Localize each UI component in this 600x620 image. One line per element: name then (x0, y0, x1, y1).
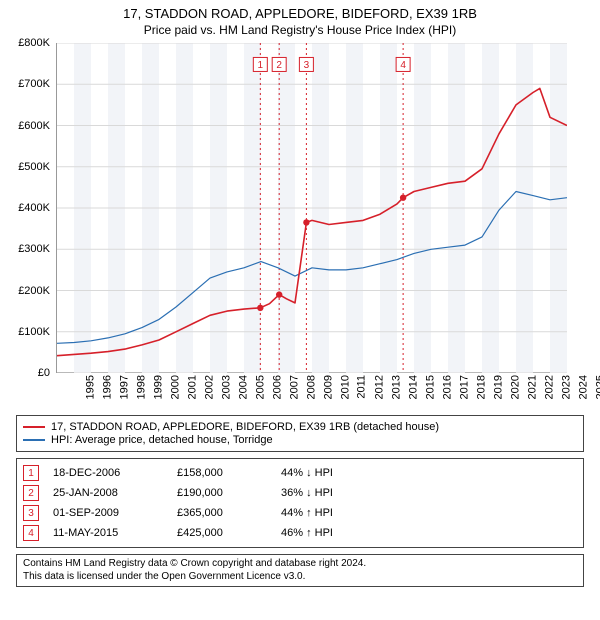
svg-text:1: 1 (258, 60, 264, 71)
legend-item: 17, STADDON ROAD, APPLEDORE, BIDEFORD, E… (23, 421, 577, 433)
svg-text:2: 2 (276, 60, 282, 71)
transaction-marker: 2 (23, 485, 39, 501)
transaction-price: £158,000 (177, 467, 267, 479)
x-tick-label: 1997 (118, 375, 130, 399)
chart-plot: 1 2 3 4 (56, 43, 566, 373)
chart-area: £0£100K£200K£300K£400K£500K£600K£700K£80… (8, 43, 568, 413)
x-tick-label: 1999 (152, 375, 164, 399)
transaction-row: 1 18-DEC-2006 £158,000 44% ↓ HPI (23, 463, 577, 483)
x-tick-label: 2024 (577, 375, 589, 399)
x-tick-label: 2020 (509, 375, 521, 399)
x-tick-label: 2018 (475, 375, 487, 399)
transaction-row: 3 01-SEP-2009 £365,000 44% ↑ HPI (23, 503, 577, 523)
transaction-table: 1 18-DEC-2006 £158,000 44% ↓ HPI 2 25-JAN-200… (16, 458, 584, 548)
x-tick-label: 1998 (135, 375, 147, 399)
x-tick-label: 2000 (169, 375, 181, 399)
x-tick-label: 2019 (492, 375, 504, 399)
x-tick-label: 2004 (237, 375, 249, 399)
transaction-price: £365,000 (177, 507, 267, 519)
transaction-row: 4 11-MAY-2015 £425,000 46% ↑ HPI (23, 523, 577, 543)
chart-header: 17, STADDON ROAD, APPLEDORE, BIDEFORD, E… (8, 6, 592, 37)
legend-label: HPI: Average price, detached house, Torr… (51, 434, 273, 446)
attribution: Contains HM Land Registry data © Crown c… (16, 554, 584, 587)
x-tick-label: 2006 (271, 375, 283, 399)
attribution-line: Contains HM Land Registry data © Crown c… (23, 558, 577, 571)
y-tick-label: £200K (18, 285, 50, 297)
chart-title: 17, STADDON ROAD, APPLEDORE, BIDEFORD, E… (8, 6, 592, 21)
x-tick-label: 2011 (356, 375, 368, 399)
x-tick-label: 1995 (84, 375, 96, 399)
transaction-row: 2 25-JAN-2008 £190,000 36% ↓ HPI (23, 483, 577, 503)
x-tick-label: 2007 (288, 375, 300, 399)
x-tick-label: 1996 (101, 375, 113, 399)
svg-text:4: 4 (400, 60, 406, 71)
x-tick-label: 2016 (441, 375, 453, 399)
chart-svg: 1 2 3 4 (57, 43, 567, 373)
x-tick-label: 2025 (594, 375, 600, 399)
x-tick-label: 2023 (560, 375, 572, 399)
attribution-line: This data is licensed under the Open Gov… (23, 571, 577, 584)
legend-item: HPI: Average price, detached house, Torr… (23, 434, 577, 446)
transaction-date: 18-DEC-2006 (53, 467, 163, 479)
legend-swatch (23, 439, 45, 441)
legend-label: 17, STADDON ROAD, APPLEDORE, BIDEFORD, E… (51, 421, 439, 433)
transaction-date: 11-MAY-2015 (53, 527, 163, 539)
x-tick-label: 2012 (373, 375, 385, 399)
transaction-price: £190,000 (177, 487, 267, 499)
x-tick-label: 2002 (203, 375, 215, 399)
chart-subtitle: Price paid vs. HM Land Registry's House … (8, 23, 592, 37)
transaction-marker: 3 (23, 505, 39, 521)
x-tick-label: 2015 (424, 375, 436, 399)
svg-text:3: 3 (304, 60, 310, 71)
y-tick-label: £600K (18, 120, 50, 132)
x-tick-label: 2021 (526, 375, 538, 399)
y-tick-label: £700K (18, 78, 50, 90)
y-tick-label: £100K (18, 326, 50, 338)
transaction-price: £425,000 (177, 527, 267, 539)
y-tick-label: £400K (18, 202, 50, 214)
y-tick-label: £0 (38, 367, 50, 379)
x-tick-label: 2013 (390, 375, 402, 399)
y-axis-labels: £0£100K£200K£300K£400K£500K£600K£700K£80… (8, 43, 54, 373)
transaction-delta: 44% ↓ HPI (281, 467, 371, 479)
x-axis-labels: 1995 1996 1997 1998 1999 2000 2001 2002 2003 2004… (56, 375, 566, 413)
y-tick-label: £300K (18, 243, 50, 255)
x-tick-label: 2005 (254, 375, 266, 399)
legend-swatch (23, 426, 45, 428)
transaction-date: 01-SEP-2009 (53, 507, 163, 519)
x-tick-label: 2022 (543, 375, 555, 399)
x-tick-label: 2001 (186, 375, 198, 399)
transaction-delta: 44% ↑ HPI (281, 507, 371, 519)
transaction-date: 25-JAN-2008 (53, 487, 163, 499)
x-tick-label: 2017 (458, 375, 470, 399)
x-tick-label: 2014 (407, 375, 419, 399)
y-tick-label: £800K (18, 37, 50, 49)
x-tick-label: 2010 (339, 375, 351, 399)
transaction-delta: 36% ↓ HPI (281, 487, 371, 499)
x-tick-label: 2003 (220, 375, 232, 399)
legend: 17, STADDON ROAD, APPLEDORE, BIDEFORD, E… (16, 415, 584, 452)
transaction-marker: 4 (23, 525, 39, 541)
transaction-marker: 1 (23, 465, 39, 481)
y-tick-label: £500K (18, 161, 50, 173)
transaction-delta: 46% ↑ HPI (281, 527, 371, 539)
x-tick-label: 2009 (322, 375, 334, 399)
x-tick-label: 2008 (305, 375, 317, 399)
